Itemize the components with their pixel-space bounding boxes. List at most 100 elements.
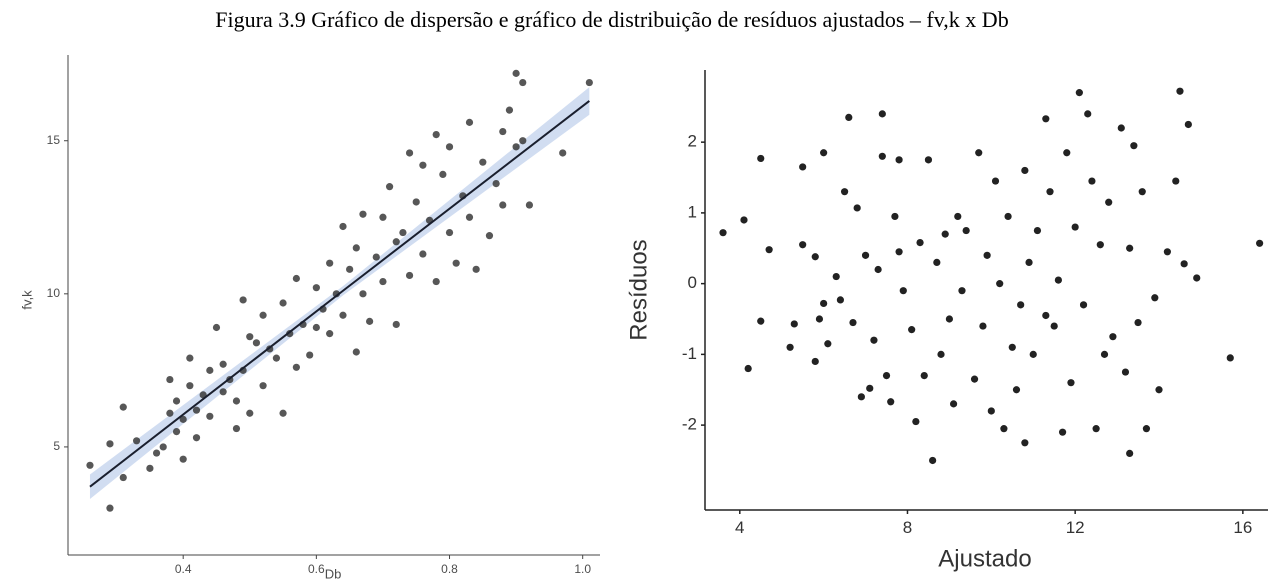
point (439, 170, 447, 179)
point (861, 251, 870, 259)
point (419, 250, 427, 258)
point (799, 241, 807, 249)
point (824, 340, 832, 348)
point (811, 357, 819, 366)
point (346, 265, 354, 273)
point (929, 456, 937, 465)
point (878, 152, 886, 160)
point (246, 409, 254, 417)
figure-title: Figura 3.9 Gráfico de dispersão e gráfic… (215, 7, 1008, 32)
point (857, 393, 865, 401)
point (186, 354, 194, 362)
x-tick-label: 8 (903, 518, 912, 537)
point (840, 188, 849, 196)
point (1092, 425, 1100, 433)
point (1163, 248, 1171, 256)
point (419, 161, 427, 169)
point (1008, 343, 1016, 351)
y-tick-label: 5 (53, 439, 60, 453)
point (845, 113, 853, 121)
point (379, 277, 387, 286)
point (246, 333, 254, 341)
point (1084, 110, 1092, 118)
point (479, 158, 487, 166)
point (1025, 258, 1033, 267)
point (941, 230, 949, 238)
point (412, 198, 420, 206)
point (445, 228, 454, 237)
point (820, 149, 828, 157)
point (954, 212, 962, 221)
point (525, 201, 534, 209)
point (519, 137, 527, 145)
y-tick-label: 15 (47, 133, 61, 147)
point (432, 131, 440, 139)
point (1226, 354, 1234, 362)
point (920, 371, 928, 380)
point (212, 323, 221, 332)
point (1121, 368, 1130, 376)
point (1172, 177, 1180, 185)
point (757, 317, 765, 325)
point (870, 336, 878, 344)
point (405, 271, 414, 280)
point (1021, 166, 1029, 175)
point (1117, 124, 1125, 132)
point (379, 213, 387, 221)
point (962, 226, 970, 235)
point (359, 210, 367, 218)
point (1130, 142, 1138, 150)
point (1180, 260, 1188, 268)
point (1088, 177, 1096, 185)
point (975, 149, 983, 157)
point (166, 409, 174, 417)
point (279, 299, 287, 307)
point (392, 320, 400, 329)
point (1193, 274, 1201, 282)
point (1042, 311, 1050, 320)
point (86, 461, 94, 469)
point (1151, 294, 1159, 302)
point (1029, 350, 1037, 358)
point (159, 443, 167, 451)
point (815, 315, 824, 323)
point (359, 290, 367, 298)
point (1105, 198, 1113, 206)
point (970, 375, 979, 383)
point (472, 265, 480, 273)
point (192, 434, 201, 442)
point (352, 244, 360, 252)
point (306, 351, 314, 359)
point (232, 397, 241, 405)
point (512, 143, 520, 151)
point (219, 360, 227, 368)
point (832, 272, 840, 281)
y-axis-title: Resíduos (625, 239, 652, 340)
x-tick-label: 12 (1066, 518, 1085, 537)
point (933, 258, 941, 267)
point (1075, 89, 1083, 97)
point (326, 259, 334, 267)
point (744, 364, 752, 373)
point (312, 323, 320, 332)
point (512, 69, 520, 77)
point (519, 78, 527, 87)
y-tick-label: -1 (682, 344, 697, 363)
point (899, 287, 907, 295)
point (492, 179, 500, 188)
point (1021, 439, 1029, 447)
point (1000, 425, 1008, 433)
point (585, 78, 593, 87)
point (1050, 322, 1058, 330)
point (895, 156, 903, 164)
y-tick-label: -2 (682, 415, 697, 434)
point (172, 428, 181, 436)
point (166, 375, 174, 384)
point (878, 110, 886, 118)
point (1042, 115, 1050, 123)
point (1054, 276, 1062, 284)
point (1058, 428, 1067, 436)
x-axis-title: Db (325, 566, 342, 581)
point (152, 449, 161, 457)
